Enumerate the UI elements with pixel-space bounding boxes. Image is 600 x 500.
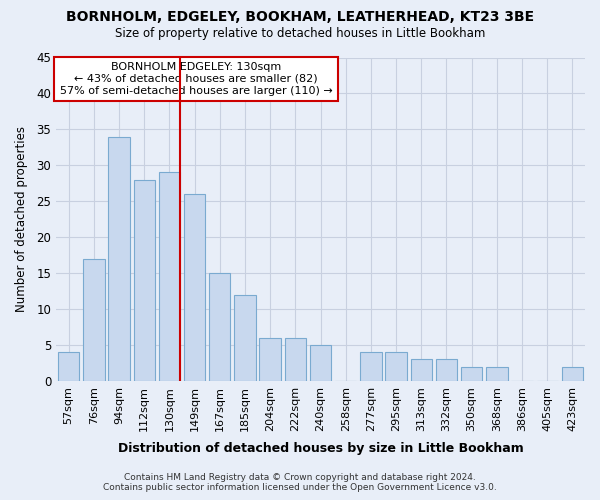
Bar	[109, 136, 130, 381]
Bar	[159, 172, 180, 381]
Bar	[58, 352, 79, 381]
Bar	[284, 338, 306, 381]
Bar	[184, 194, 205, 381]
Bar	[461, 366, 482, 381]
Text: BORNHOLM EDGELEY: 130sqm
← 43% of detached houses are smaller (82)
57% of semi-d: BORNHOLM EDGELEY: 130sqm ← 43% of detach…	[60, 62, 332, 96]
Bar	[234, 294, 256, 381]
Bar	[360, 352, 382, 381]
Bar	[436, 360, 457, 381]
Bar	[410, 360, 432, 381]
Bar	[209, 273, 230, 381]
Text: Size of property relative to detached houses in Little Bookham: Size of property relative to detached ho…	[115, 28, 485, 40]
Bar	[486, 366, 508, 381]
Bar	[385, 352, 407, 381]
Text: BORNHOLM, EDGELEY, BOOKHAM, LEATHERHEAD, KT23 3BE: BORNHOLM, EDGELEY, BOOKHAM, LEATHERHEAD,…	[66, 10, 534, 24]
Bar	[310, 345, 331, 381]
Text: Contains HM Land Registry data © Crown copyright and database right 2024.
Contai: Contains HM Land Registry data © Crown c…	[103, 473, 497, 492]
X-axis label: Distribution of detached houses by size in Little Bookham: Distribution of detached houses by size …	[118, 442, 523, 455]
Bar	[259, 338, 281, 381]
Bar	[83, 258, 104, 381]
Bar	[134, 180, 155, 381]
Bar	[562, 366, 583, 381]
Y-axis label: Number of detached properties: Number of detached properties	[15, 126, 28, 312]
